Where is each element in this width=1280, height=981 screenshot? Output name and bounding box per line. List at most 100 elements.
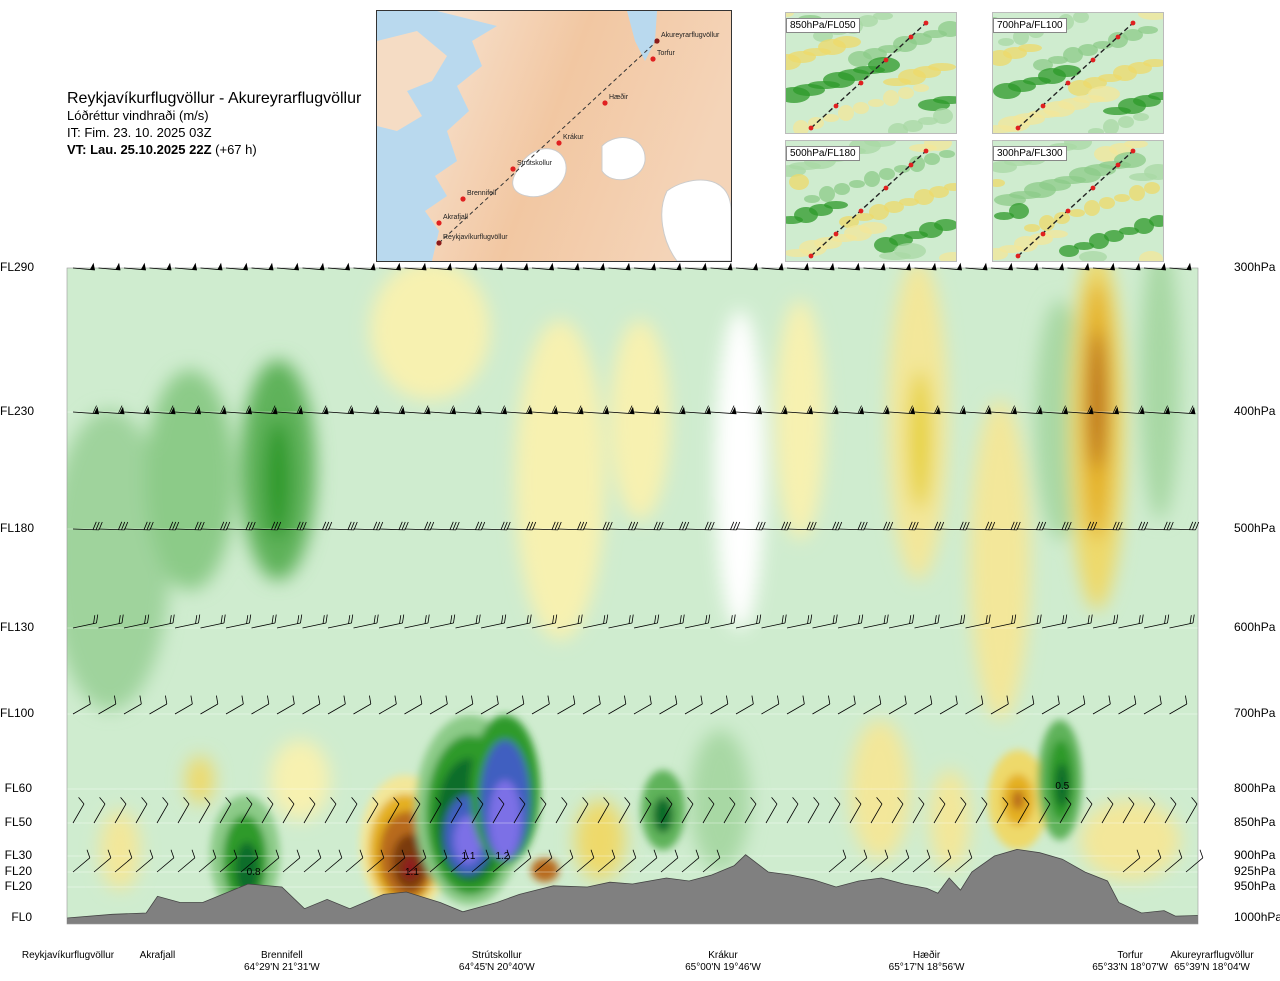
inset-label: 850hPa/FL050 [786,18,860,33]
wind-barb [812,405,839,415]
issue-time: IT: Fim. 23. 10. 2025 03Z [67,125,212,140]
wind-barb [888,262,911,271]
wind-barb [608,695,627,715]
wind-barb [302,521,333,531]
wind-barb [863,614,889,629]
wind-barb [735,521,766,531]
chart-annotations: 0.8 1.1 1.1 1.2 0.5 [247,781,1070,878]
inset-label: 500hPa/FL180 [786,146,860,161]
wind-barb [659,695,678,715]
wind-barb [849,797,862,824]
fl-tick-label: FL100 [0,706,35,720]
wind-barb [282,849,301,873]
wind-barb [557,521,588,531]
wind-barb [1118,262,1141,271]
wind-barb [557,614,583,629]
wind-barb [429,614,456,629]
wind-barb [302,262,325,271]
wind-barb [200,262,223,271]
wind-barb [198,797,211,824]
route-point [650,56,656,62]
wind-barb [72,797,85,824]
wind-barb [1143,262,1166,271]
wind-barb [1067,614,1093,629]
route-point-label: Strútskollur [517,160,553,167]
wind-barb [888,521,919,531]
wind-barb [597,797,610,824]
wind-barb [939,614,966,629]
wind-barb [618,849,637,873]
wind-barb [1169,262,1192,271]
wind-barb [633,262,656,271]
fl-tick-label: FL60 [4,781,32,795]
wind-barb [710,614,736,629]
wind-barb [480,695,499,715]
wind-barb [506,695,525,715]
wind-barb [761,614,787,629]
wind-barb [939,695,958,715]
wind-barb [429,797,442,824]
wind-barb [608,614,634,629]
route-point-label: Hæðir [609,93,629,101]
wind-barb [786,262,809,271]
wind-barb [735,695,754,715]
value-annotation: 1.1 [462,851,476,862]
wind-barb [702,849,721,873]
wind-barb [72,262,95,271]
wind-barb [684,262,707,271]
wind-barb [429,521,460,531]
wind-barb [455,521,486,531]
wind-barb [576,849,595,873]
wind-barb [429,695,448,715]
wind-barb [327,405,354,415]
route-point [436,240,442,246]
wind-barb [863,521,894,531]
wind-barb [1169,521,1200,531]
wind-barb [387,849,406,873]
wind-barb [965,405,992,415]
wind-barb [1143,797,1156,824]
wind-barb [761,262,784,271]
wind-barb [1092,521,1123,531]
wind-barb [135,797,148,824]
wind-barb [1041,695,1060,715]
wind-barb [429,262,452,271]
wind-barb [933,797,946,824]
wind-barb [251,405,278,415]
pressure-tick-label: 950hPa [1234,879,1276,893]
wind-barb [1041,521,1072,531]
fl-tick-label: FL0 [11,910,32,924]
route-point-label: Brennifell [467,190,497,197]
wind-barb [93,849,112,873]
wind-barb [1016,614,1042,629]
fl-tick-label: FL20 [4,864,32,878]
pressure-tick-label: 700hPa [1234,706,1276,720]
wind-barb [492,849,511,873]
wind-barb [1169,695,1188,715]
wind-barb [1143,695,1162,715]
wind-barb [225,405,252,415]
location-name: Akrafjall [139,950,176,961]
wind-barb [149,614,175,629]
wind-barb [531,614,558,629]
location-name: Torfur [1117,950,1143,961]
wind-barb [480,262,503,271]
wind-barb [455,405,482,415]
wind-barb [1143,849,1162,873]
wind-barb [72,521,103,531]
wind-barb [149,405,176,415]
wind-barb [387,797,400,824]
wind-barb [990,521,1021,531]
route-point-label: Torfur [657,50,676,57]
wind-barb [480,614,507,629]
wind-barb [135,849,154,873]
wind-barb [353,521,384,531]
wind-barb [93,797,106,824]
wind-barb [912,849,931,873]
wind-barb [378,614,405,629]
wind-barb [219,849,238,873]
wind-barb [555,849,574,873]
wind-barb [303,849,322,873]
wind-barb [327,262,350,271]
location-label: Akureyrarflugvöllur 65°39'N 18°04'W [1152,950,1272,974]
